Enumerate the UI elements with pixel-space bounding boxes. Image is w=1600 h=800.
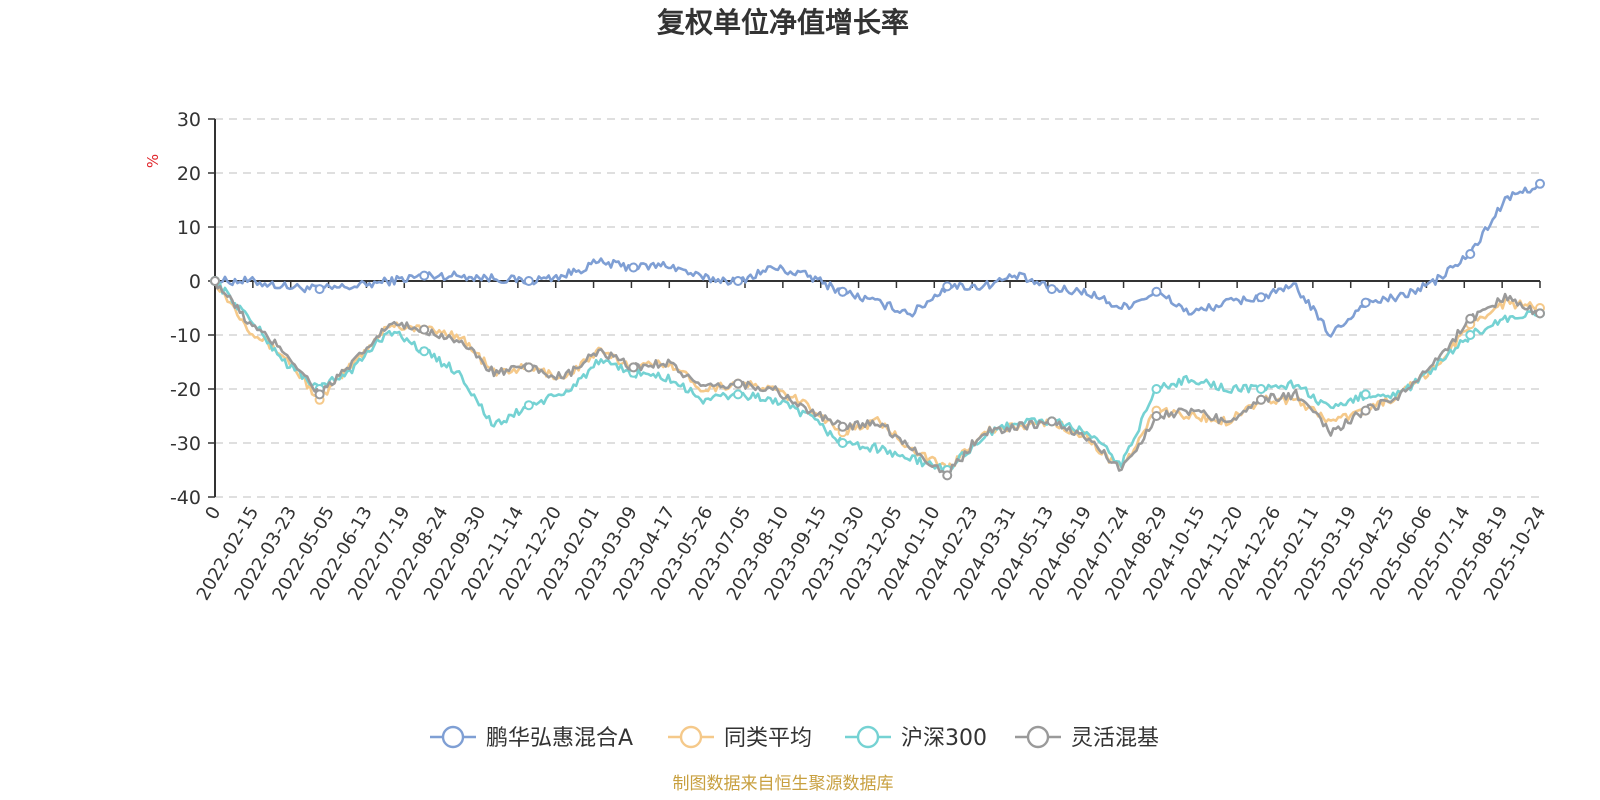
data-point — [942, 470, 953, 481]
data-source-note: 制图数据来自恒生聚源数据库 — [673, 774, 894, 794]
data-point — [1465, 330, 1476, 340]
data-point — [733, 389, 744, 400]
data-point — [1465, 249, 1476, 259]
legend-marker — [1026, 725, 1050, 749]
data-point — [523, 400, 534, 411]
y-tick-label: -20 — [170, 379, 201, 401]
data-point — [837, 286, 848, 297]
axes: 3020100-10-20-30-4002022-02-152022-03-23… — [170, 109, 1550, 604]
y-axis-unit: % — [144, 154, 162, 168]
legend-marker — [679, 725, 703, 749]
data-point — [733, 276, 744, 286]
data-point — [837, 438, 848, 448]
y-tick-label: 20 — [177, 163, 201, 185]
data-point — [314, 389, 325, 400]
data-point — [1046, 284, 1057, 295]
data-point — [942, 281, 953, 292]
data-point — [523, 362, 534, 373]
data-point — [1535, 178, 1545, 189]
data-point — [210, 276, 220, 286]
legend-label: 沪深300 — [901, 726, 987, 751]
data-point — [1151, 286, 1162, 297]
y-tick-label: -30 — [170, 433, 201, 455]
chart-title: 复权单位净值增长率 — [657, 6, 909, 39]
data-point — [1151, 384, 1162, 394]
data-point — [1360, 389, 1371, 400]
data-point — [1256, 394, 1267, 405]
data-point — [314, 284, 325, 295]
data-point — [628, 362, 639, 373]
series-line — [213, 280, 1541, 474]
legend-marker — [856, 725, 880, 749]
legend-label: 鹏华弘惠混合A — [486, 726, 633, 751]
y-tick-label: 10 — [177, 217, 201, 239]
series-lines — [210, 178, 1545, 481]
x-tick-label: 0 — [201, 503, 225, 523]
legend-label: 同类平均 — [724, 726, 812, 751]
y-tick-label: -10 — [170, 325, 201, 347]
series-line — [213, 280, 1541, 480]
y-tick-label: -40 — [170, 487, 201, 509]
data-point — [1046, 416, 1057, 427]
series-line — [213, 182, 1541, 338]
data-point — [1465, 313, 1476, 324]
data-point — [419, 346, 430, 357]
data-point — [733, 378, 744, 389]
y-tick-label: 30 — [177, 109, 201, 131]
legend: 鹏华弘惠混合A 同类平均 沪深300 灵活混基 — [430, 725, 1159, 751]
legend-marker — [441, 725, 465, 749]
data-point — [837, 421, 848, 432]
data-point — [1360, 405, 1371, 416]
data-point — [419, 270, 430, 281]
grid — [215, 118, 1540, 498]
data-point — [1256, 384, 1267, 394]
data-point — [1151, 411, 1162, 421]
data-point — [1360, 297, 1371, 308]
data-point — [628, 262, 639, 273]
data-point — [1256, 292, 1267, 303]
legend-label: 灵活混基 — [1071, 726, 1159, 751]
data-point — [419, 324, 430, 335]
y-tick-label: 0 — [189, 271, 201, 293]
data-point — [523, 276, 534, 286]
data-point — [1535, 308, 1545, 319]
